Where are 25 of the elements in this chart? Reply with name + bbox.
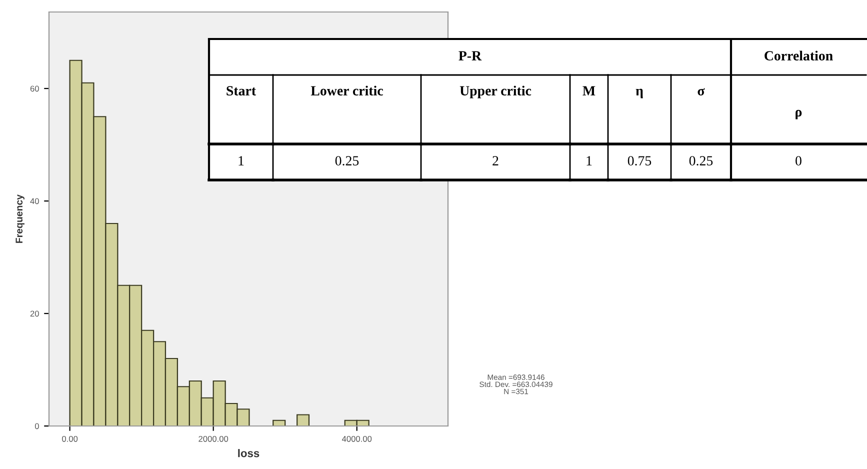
- text: σ: [698, 88, 705, 96]
- text: M: [582, 86, 596, 96]
- x-tick-label: 4000.00: [342, 436, 372, 442]
- text: 0.25: [689, 156, 713, 166]
- annotation: Lower critic: [310, 86, 383, 96]
- text: Upper critic: [460, 86, 532, 98]
- text: P-R: [458, 51, 482, 60]
- y-tick-label: 60: [30, 86, 39, 92]
- x-axis-title: loss: [238, 449, 260, 458]
- y-tick-label: 40: [30, 198, 39, 204]
- text: 0: [796, 156, 802, 166]
- text: 0.75: [628, 156, 652, 166]
- y-axis-title: Frequency: [16, 194, 24, 243]
- y-tick-label: 0: [34, 423, 39, 430]
- text: 1: [586, 156, 592, 166]
- annotation: 1: [238, 156, 244, 166]
- text: ρ: [796, 110, 802, 120]
- text: 2: [492, 156, 498, 166]
- y-tick-label: 20: [30, 310, 39, 317]
- annotation: Start: [226, 86, 256, 96]
- text: η: [636, 88, 643, 98]
- x-tick-label: 2000.00: [198, 436, 228, 442]
- annotation: 0.25: [335, 156, 359, 166]
- text: Correlation: [764, 50, 833, 60]
- x-tick-label: 0.00: [62, 436, 78, 442]
